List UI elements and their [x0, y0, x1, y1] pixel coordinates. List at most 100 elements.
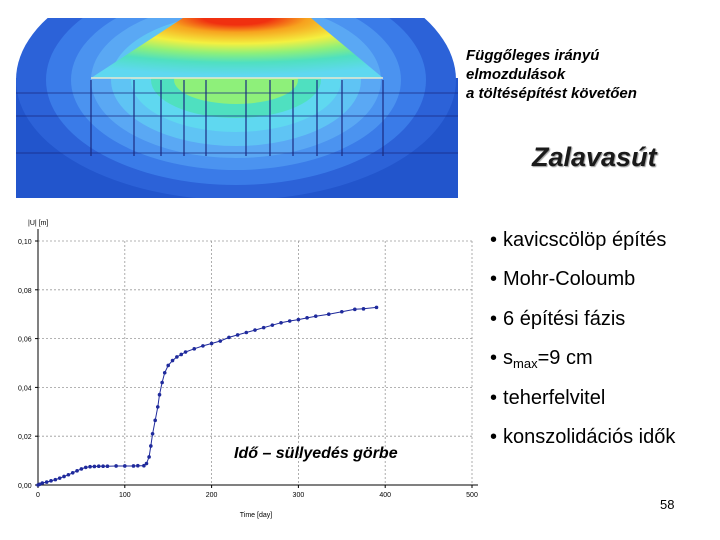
data-point	[149, 444, 153, 448]
bullet-dot: •	[490, 268, 498, 291]
bullet-text-prefix: s	[503, 347, 514, 370]
chart-ylabel: |U| [m]	[28, 220, 48, 227]
data-point	[162, 370, 167, 375]
slide-title: Függőleges irányú elmozdulások a töltésé…	[466, 46, 716, 103]
bullet-list: • kavicscölöp építés • Mohr-Coloumb • 6 épí…	[490, 226, 675, 462]
chart-xlabel: Time [day]	[240, 512, 272, 519]
y-tick-label: 0,10	[18, 239, 32, 246]
data-point	[326, 312, 331, 316]
data-point	[88, 464, 92, 469]
data-point	[83, 465, 88, 470]
data-point	[305, 316, 309, 320]
data-point	[261, 325, 266, 330]
bullet-text-suffix: =9 cm	[537, 347, 593, 370]
data-point	[66, 472, 71, 477]
bullet-item: • kavicscölöp építés	[490, 226, 675, 265]
bullet-item: • konszolidációs idők	[490, 423, 675, 462]
data-point	[313, 314, 318, 318]
y-tick-label: 0,04	[18, 385, 32, 392]
chart-axes	[37, 229, 478, 486]
title-line-3: a töltésépítést követően	[466, 85, 637, 102]
data-point	[153, 418, 157, 423]
page-number: 58	[660, 497, 675, 512]
data-point	[62, 474, 66, 479]
data-point	[147, 455, 151, 459]
bullet-text: teherfelvitel	[503, 386, 606, 409]
data-point	[79, 467, 84, 471]
data-point	[218, 339, 223, 343]
data-point	[40, 481, 45, 485]
embankment	[91, 18, 383, 78]
data-point	[353, 307, 357, 312]
data-point	[157, 392, 162, 397]
data-point	[270, 323, 275, 327]
y-tick-label: 0,00	[18, 483, 32, 490]
data-point	[175, 355, 179, 359]
data-point	[244, 330, 249, 335]
brand-name: Zalavasút	[532, 142, 657, 172]
data-point	[361, 307, 366, 311]
data-point	[70, 471, 75, 475]
bullet-text: 6 építési fázis	[503, 307, 626, 330]
data-point	[374, 305, 379, 310]
soil-layer-lines	[16, 92, 458, 154]
data-point	[235, 333, 240, 337]
data-point	[253, 328, 257, 332]
data-point	[105, 464, 110, 469]
data-point	[92, 464, 97, 469]
bullet-dot: •	[490, 347, 498, 370]
y-tick-label: 0,02	[18, 434, 32, 441]
data-point	[296, 317, 301, 322]
bullet-dot: •	[490, 386, 498, 409]
bullet-text: kavicscölöp építés	[503, 229, 667, 251]
displacement-contour-plot	[16, 18, 458, 198]
curve-label: Idő – süllyedés görbe	[234, 445, 398, 462]
x-tick-label: 300	[293, 492, 305, 499]
x-tick-label: 100	[119, 492, 131, 499]
y-tick-label: 0,08	[18, 288, 32, 295]
data-point	[142, 463, 146, 468]
data-point	[114, 464, 118, 468]
data-point	[44, 480, 49, 484]
settlement-time-chart: 0 100 200 300 400 500 0,00 0,02 0,04 0,06 0,08 0,10…	[18, 220, 478, 519]
data-point	[160, 380, 164, 385]
bullet-dot: •	[490, 425, 498, 448]
data-point	[150, 431, 155, 436]
x-tick-label: 0	[36, 492, 40, 499]
bullet-item: • 6 építési fázis	[490, 305, 675, 344]
data-point	[340, 309, 344, 314]
data-point	[279, 320, 283, 325]
data-point	[166, 363, 170, 368]
chart-grid	[38, 240, 473, 485]
data-point	[123, 464, 127, 468]
data-point	[136, 463, 140, 468]
data-point	[96, 464, 101, 469]
data-point	[155, 405, 160, 409]
data-point	[53, 477, 58, 482]
bullet-dot: •	[490, 229, 498, 251]
bullet-text-subscript: max	[513, 356, 538, 372]
x-tick-label: 500	[466, 492, 478, 499]
data-point	[179, 352, 184, 357]
bullet-text: konszolidációs idők	[503, 425, 676, 448]
data-point	[49, 479, 53, 483]
data-point	[75, 469, 79, 473]
data-point	[144, 461, 149, 466]
x-tick-label: 400	[379, 492, 391, 499]
title-line-2: elmozdulások	[466, 66, 566, 83]
bullet-item: • teherfelvitel	[490, 384, 675, 423]
data-point	[287, 319, 292, 323]
data-point	[192, 347, 197, 351]
bullet-item: • smax=9 cm	[490, 344, 675, 383]
chart-series	[36, 305, 379, 487]
data-point	[209, 341, 214, 346]
bullet-item: • Mohr-Coloumb	[490, 265, 675, 304]
data-point	[201, 344, 205, 348]
data-point	[170, 358, 175, 363]
data-point	[57, 476, 62, 480]
title-line-1: Függőleges irányú	[466, 47, 600, 64]
data-point	[183, 350, 188, 354]
bullet-dot: •	[490, 307, 498, 330]
data-point	[131, 464, 136, 468]
y-tick-label: 0,06	[18, 337, 32, 344]
